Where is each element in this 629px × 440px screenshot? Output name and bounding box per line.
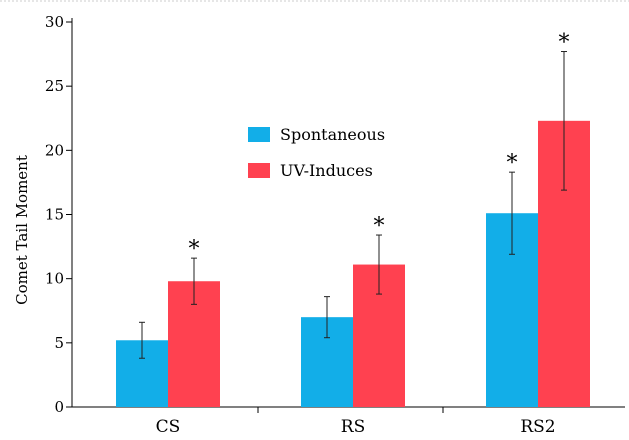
- y-tick-label: 10: [45, 270, 64, 288]
- significance-marker: *: [189, 237, 200, 262]
- y-axis-label: Comet Tail Moment: [13, 155, 31, 305]
- legend-swatch: [248, 127, 270, 142]
- significance-marker: *: [374, 214, 385, 239]
- y-tick-label: 25: [45, 77, 64, 95]
- y-tick-label: 0: [54, 398, 64, 416]
- y-tick-label: 15: [45, 206, 64, 224]
- legend-label: UV-Induces: [280, 161, 373, 180]
- y-tick-label: 20: [45, 141, 64, 159]
- legend-label: Spontaneous: [280, 125, 385, 144]
- x-tick-label: RS: [341, 417, 365, 437]
- y-tick-label: 30: [45, 13, 64, 31]
- legend: Spontaneous UV-Induces: [248, 125, 385, 180]
- significance-marker: *: [507, 151, 518, 176]
- x-tick-label: RS2: [520, 417, 555, 437]
- y-tick-label: 5: [54, 334, 64, 352]
- x-tick-label: CS: [156, 417, 181, 437]
- bars: [116, 51, 590, 408]
- legend-swatch: [248, 163, 270, 178]
- labels: CS RS RS2 * * * *: [156, 31, 570, 437]
- significance-marker: *: [559, 31, 570, 56]
